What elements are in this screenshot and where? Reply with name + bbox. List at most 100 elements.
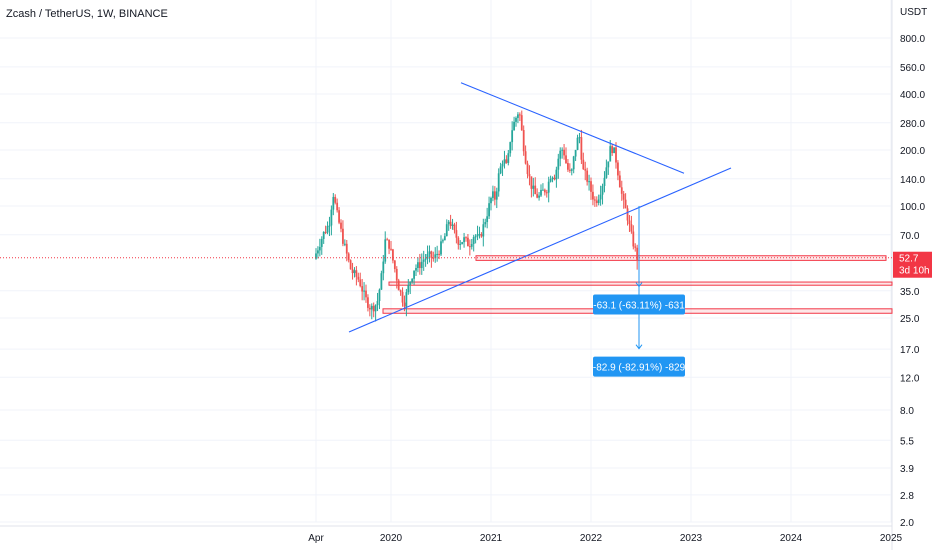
candle [580,129,583,165]
candle [357,272,360,283]
candle-body [530,176,533,189]
candle-body [370,305,373,310]
candle-body [359,279,362,287]
candle-body [509,142,512,154]
candle [463,232,465,248]
candle-body [465,237,467,239]
price-tick-label: 2.8 [900,491,914,502]
candle [626,205,629,226]
candle-body [368,307,371,310]
candle-body [470,244,473,247]
candle-body [332,196,335,210]
chart-title: Zcash / TetherUS, 1W, BINANCE [6,8,168,20]
candle-body [455,230,458,238]
candle [613,147,615,154]
candle [355,266,358,286]
candle-body [413,270,415,279]
candle-body [568,169,571,171]
candle [317,246,319,259]
candle-body [607,161,610,168]
candle-body [424,258,427,260]
candle [636,244,639,270]
candle-body [376,300,379,306]
candle [607,161,610,175]
candle [557,153,560,179]
candle [565,147,567,165]
candle [578,132,581,144]
candle [513,116,515,131]
trendline-ascending [348,167,732,333]
candle-body [428,251,431,254]
candle-body [409,281,412,286]
candle [351,262,354,280]
candle-body [384,239,387,262]
candle [382,254,385,281]
candle [540,184,542,197]
candle-body [534,185,537,195]
candle-body [567,163,569,170]
candle [442,238,444,244]
candle [407,279,410,295]
bar-countdown: 3d 10h [899,266,930,277]
candle-body [511,130,514,143]
time-tick-label: Apr [308,533,324,544]
candle [576,134,579,151]
candle-body [555,169,558,180]
price-tick-label: 5.5 [900,436,914,447]
candle-body [330,209,333,226]
candle [432,251,435,262]
candle [334,194,337,205]
candle-body [482,224,485,237]
candle-body [488,203,490,217]
candle [595,196,598,207]
candle-body [578,137,581,139]
time-tick-label: 2022 [580,533,603,544]
candle-body [453,224,456,231]
candle [599,185,602,206]
candle-body [478,234,481,236]
candle-body [561,149,564,151]
candle [526,160,529,179]
candle-body [636,247,639,261]
candle-body [570,169,573,171]
candle-body [426,253,429,259]
candle [378,288,381,310]
candle-body [484,222,487,225]
candle-body [430,251,433,258]
price-tick-label: 140.0 [900,175,925,186]
candle [465,236,467,242]
candle-body [472,237,475,245]
candle [507,149,510,166]
candle-body [505,159,508,163]
candle [370,303,373,320]
candle [332,192,335,216]
candle [342,220,344,247]
candle [630,215,633,234]
price-tick-label: 800.0 [900,34,925,45]
candle [584,161,587,181]
candle [524,145,527,165]
candle-body [457,237,460,245]
candle-body [582,159,585,170]
candle-body [476,234,479,237]
candle-body [388,239,390,249]
candle-body [340,222,342,229]
candle-body [411,278,414,282]
candle-body [584,169,587,171]
candle-body [374,305,377,312]
candle-body [588,181,590,183]
candle-body [353,270,356,274]
candle [532,177,535,197]
candle [622,190,625,209]
candle [499,162,502,175]
price-axis-unit: USDT [900,7,927,18]
candle [399,289,402,296]
candle [497,168,500,197]
price-tick-label: 35.0 [900,287,920,298]
candle-body [392,249,394,261]
candle [430,250,433,268]
candle-body [553,177,556,180]
candle-body [449,221,452,226]
candle [417,257,419,273]
